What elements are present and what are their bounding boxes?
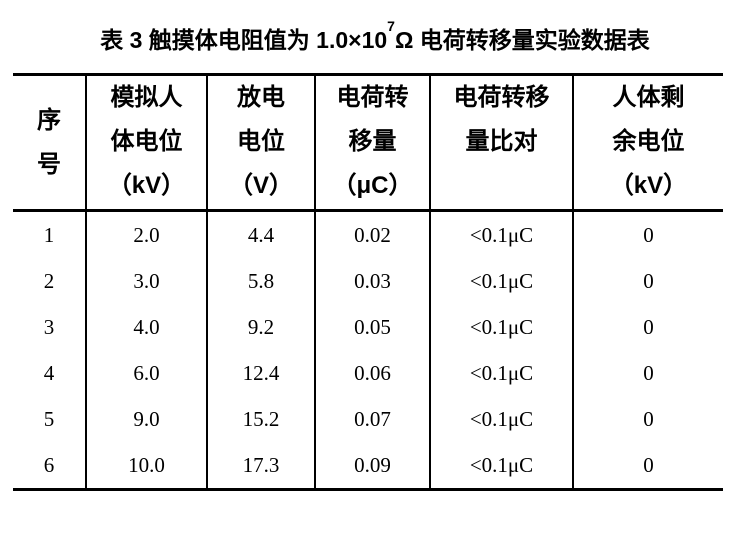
cell-residual-potential: 0 xyxy=(572,304,723,350)
cell-charge-transfer: 0.02 xyxy=(314,210,430,258)
cell-serial: 4 xyxy=(43,361,55,385)
cell-simulated-potential: 4.0 xyxy=(85,304,207,350)
cell-charge-comparison: <0.1μC xyxy=(429,396,573,442)
cell-charge-transfer: 0.03 xyxy=(314,258,430,304)
table-caption: 表 3 触摸体电阻值为 1.0×107Ω 电荷转移量实验数据表 xyxy=(0,19,750,56)
cell-simulated-potential: 10.0 xyxy=(85,442,207,490)
col-header-charge-transfer: 电荷转 移量 （μC） xyxy=(314,74,430,212)
table-row: 3 4.0 9.2 0.05 <0.1μC 0 xyxy=(13,304,723,350)
cell-residual-potential: 0 xyxy=(572,350,723,396)
cell-charge-transfer: 0.06 xyxy=(314,350,430,396)
cell-serial: 5 xyxy=(43,407,55,431)
table-row: 2 3.0 5.8 0.03 <0.1μC 0 xyxy=(13,258,723,304)
cell-serial: 6 xyxy=(43,453,55,477)
cell-charge-comparison: <0.1μC xyxy=(429,258,573,304)
cell-simulated-potential: 2.0 xyxy=(85,210,207,258)
cell-serial: 1 xyxy=(43,223,55,247)
cell-charge-comparison: <0.1μC xyxy=(429,442,573,490)
cell-charge-transfer: 0.05 xyxy=(314,304,430,350)
col-header-discharge-potential: 放电 电位 （V） xyxy=(206,74,315,212)
header-row: 序 号 模拟人 体电位 （kV） 放电 电位 （V） 电荷转 移量 （μC） 电… xyxy=(13,74,723,212)
experiment-data-table: 序 号 模拟人 体电位 （kV） 放电 电位 （V） 电荷转 移量 （μC） 电… xyxy=(13,73,723,491)
cell-simulated-potential: 9.0 xyxy=(85,396,207,442)
cell-discharge-potential: 15.2 xyxy=(206,396,315,442)
cell-simulated-potential: 6.0 xyxy=(85,350,207,396)
cell-charge-comparison: <0.1μC xyxy=(429,210,573,258)
cell-discharge-potential: 5.8 xyxy=(206,258,315,304)
table-row: 1 2.0 4.4 0.02 <0.1μC 0 xyxy=(13,210,723,258)
cell-serial: 3 xyxy=(43,315,55,339)
caption-prefix: 表 3 触摸体电阻值为 1.0×10 xyxy=(100,27,388,53)
cell-residual-potential: 0 xyxy=(572,258,723,304)
cell-discharge-potential: 17.3 xyxy=(206,442,315,490)
caption-suffix: Ω 电荷转移量实验数据表 xyxy=(394,27,650,53)
table-row: 4 6.0 12.4 0.06 <0.1μC 0 xyxy=(13,350,723,396)
cell-charge-transfer: 0.09 xyxy=(314,442,430,490)
cell-discharge-potential: 12.4 xyxy=(206,350,315,396)
table-row: 5 9.0 15.2 0.07 <0.1μC 0 xyxy=(13,396,723,442)
col-header-charge-transfer-comparison: 电荷转移 量比对 xyxy=(429,74,573,212)
col-header-simulated-body-potential: 模拟人 体电位 （kV） xyxy=(85,74,207,212)
cell-discharge-potential: 4.4 xyxy=(206,210,315,258)
cell-serial: 2 xyxy=(43,269,55,293)
cell-residual-potential: 0 xyxy=(572,396,723,442)
cell-charge-transfer: 0.07 xyxy=(314,396,430,442)
col-header-residual-body-potential: 人体剩 余电位 （kV） xyxy=(572,74,723,212)
cell-charge-comparison: <0.1μC xyxy=(429,350,573,396)
table-row: 6 10.0 17.3 0.09 <0.1μC 0 xyxy=(13,442,723,490)
caption-superscript: 7 xyxy=(387,18,395,35)
cell-charge-comparison: <0.1μC xyxy=(429,304,573,350)
cell-discharge-potential: 9.2 xyxy=(206,304,315,350)
cell-simulated-potential: 3.0 xyxy=(85,258,207,304)
cell-residual-potential: 0 xyxy=(572,442,723,490)
col-header-serial-number: 序 号 xyxy=(13,74,86,212)
cell-residual-potential: 0 xyxy=(572,210,723,258)
